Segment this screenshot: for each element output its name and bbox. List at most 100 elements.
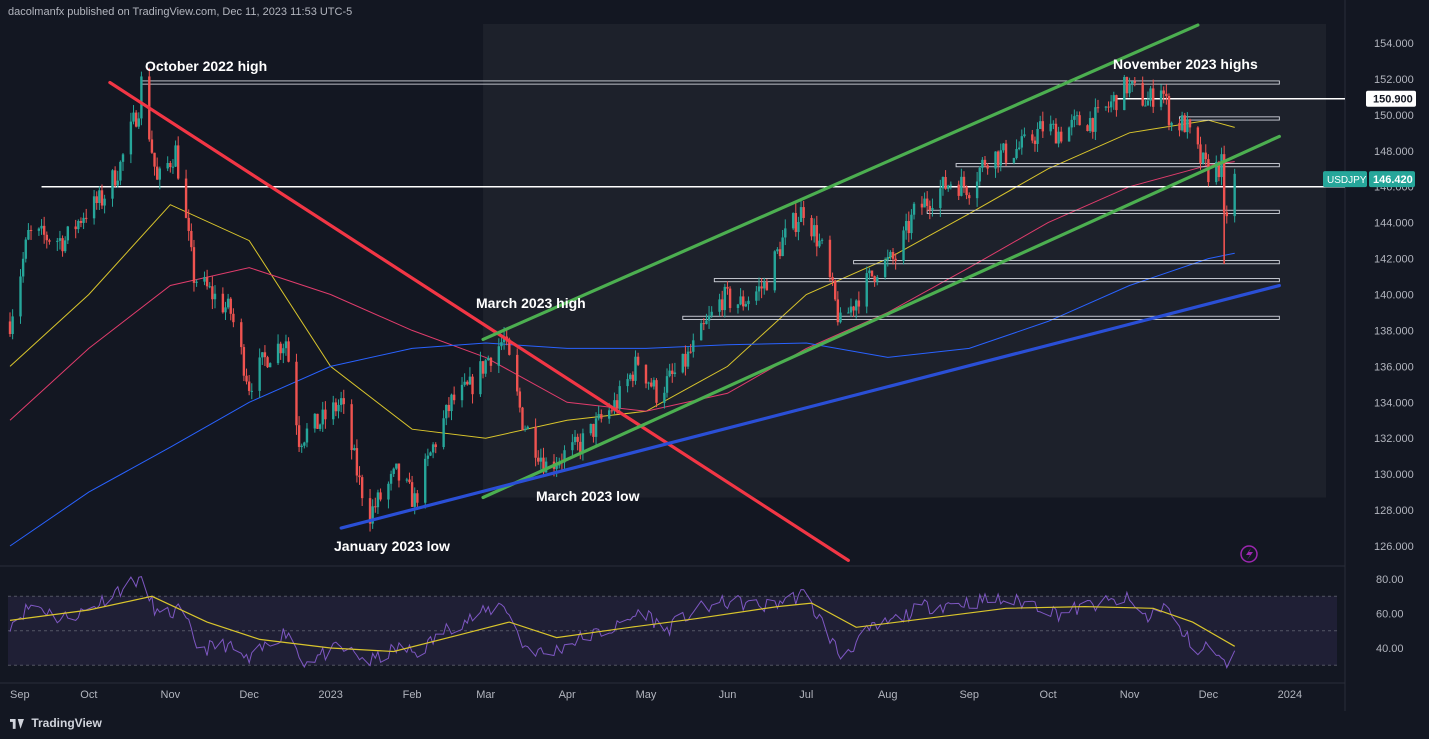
candle-body: [778, 249, 782, 257]
candle-body: [1012, 158, 1016, 163]
candle-body: [85, 217, 88, 219]
candle-body: [1165, 93, 1168, 97]
candle-body: [968, 195, 971, 199]
symbol-tag: [1323, 171, 1367, 188]
candle-body: [613, 400, 616, 412]
candle-body: [426, 455, 430, 459]
candle-body: [665, 376, 669, 393]
candle-body: [647, 382, 650, 384]
candle-body: [221, 293, 225, 313]
candle-body: [534, 426, 537, 458]
candle-body: [1023, 134, 1026, 137]
candle-body: [907, 221, 910, 234]
candle-body: [1033, 140, 1037, 144]
candle-body: [195, 281, 198, 283]
lightning-icon-bolt: [1246, 548, 1253, 560]
candle-body: [1152, 88, 1155, 107]
candle-body: [187, 217, 190, 231]
candle-body: [132, 112, 135, 122]
candle-body: [723, 286, 727, 311]
candle-body: [250, 390, 253, 392]
candle-body: [500, 342, 503, 347]
time-tick-label: Dec: [239, 689, 259, 701]
tradingview-logo[interactable]: TradingView: [10, 716, 102, 730]
candle-body: [1167, 96, 1171, 126]
candle-body: [820, 239, 824, 241]
time-tick-label: Jul: [799, 689, 813, 701]
candle-body: [839, 312, 842, 323]
candle-body: [634, 356, 637, 381]
candle-body: [1162, 90, 1165, 94]
time-tick-label: Aug: [878, 689, 898, 701]
rsi-tick-label: 80.00: [1376, 574, 1404, 586]
candle-body: [113, 170, 117, 186]
candle-body: [487, 357, 490, 361]
candle-body: [245, 375, 248, 382]
candle-body: [332, 402, 335, 420]
candle-body: [1017, 147, 1021, 149]
candle-body: [153, 152, 156, 167]
candle-body: [692, 340, 695, 352]
candle-body: [21, 258, 25, 277]
time-tick-label: May: [636, 689, 657, 701]
candle-body: [941, 176, 945, 189]
horizontal-level-band: [713, 278, 1280, 283]
candle-body: [479, 361, 482, 395]
candle-body: [8, 321, 12, 335]
candle-body: [321, 409, 324, 425]
candle-body: [681, 353, 684, 373]
candle-body: [581, 433, 585, 453]
candle-body: [392, 468, 395, 474]
rsi-tick-label: 60.00: [1376, 609, 1404, 621]
candle-body: [379, 492, 382, 500]
candle-body: [944, 176, 947, 189]
candle-body: [747, 300, 750, 305]
trendline-ascending-support: [339, 283, 1281, 530]
candle-body: [1091, 118, 1094, 132]
candle-body: [184, 178, 188, 218]
candle-body: [876, 277, 879, 282]
candle-body: [573, 436, 577, 443]
candle-body: [597, 414, 600, 419]
candle-body: [1199, 144, 1202, 164]
candle-body: [1038, 121, 1042, 129]
candle-body: [342, 398, 345, 405]
candle-body: [111, 170, 114, 199]
candle-body: [121, 154, 125, 162]
candle-body: [174, 145, 177, 167]
candle-body: [1196, 127, 1200, 145]
candle-body: [615, 400, 619, 409]
candle-body: [77, 220, 80, 230]
candle-body: [949, 184, 953, 186]
candle-body: [169, 163, 172, 167]
candle-body: [297, 425, 301, 447]
chart-canvas: October 2022 high November 2023 highs Marc…: [0, 0, 1416, 711]
candle-body: [1201, 152, 1205, 164]
candle-body: [999, 150, 1002, 166]
time-tick-label: Feb: [403, 689, 422, 701]
candle-body: [889, 252, 892, 257]
candle-body: [408, 479, 411, 483]
candle-body: [965, 186, 968, 196]
candle-body: [849, 306, 853, 313]
price-tick-label: 140.000: [1374, 290, 1414, 302]
candle-body: [24, 239, 27, 259]
candle-body: [607, 410, 611, 419]
candle-body: [489, 357, 493, 366]
candle-body: [986, 165, 989, 169]
candle-body: [865, 273, 868, 307]
candle-body: [353, 448, 356, 451]
tradingview-logo-icon: [10, 718, 24, 729]
candle-body: [994, 151, 997, 169]
candle-body: [103, 198, 106, 206]
candle-body: [468, 376, 472, 385]
candle-body: [397, 463, 401, 481]
candle-body: [902, 230, 905, 261]
candle-body: [542, 457, 545, 473]
candle-body: [424, 458, 427, 503]
candle-body: [58, 238, 62, 241]
time-tick-label: Jun: [719, 689, 737, 701]
time-tick-label: Nov: [1120, 689, 1140, 701]
candle-body: [707, 315, 711, 321]
candle-body: [1130, 81, 1134, 84]
